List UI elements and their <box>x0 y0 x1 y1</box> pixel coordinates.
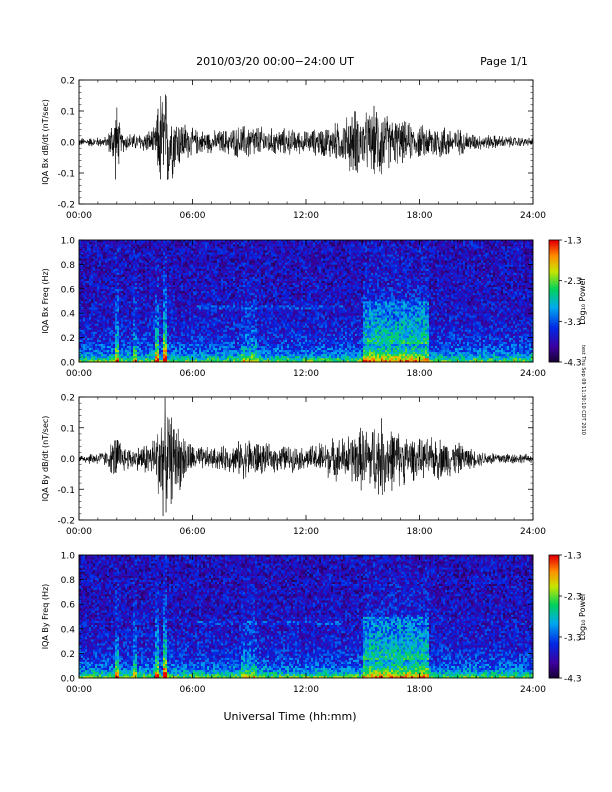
y-tick-label: 0.6 <box>61 285 76 295</box>
colorbar-tick-label: -1.3 <box>564 237 582 247</box>
colorbar-tick-label: -1.3 <box>564 552 582 562</box>
page-number: Page 1/1 <box>480 55 528 68</box>
x-tick-label: 24:00 <box>520 369 546 379</box>
panel-2: -1.3 -2.3 -3.3 -4.3 Log₁₀ Power 00:00 06:00 12:… <box>41 237 587 380</box>
x-tick-label: 06:00 <box>180 527 206 537</box>
y-tick-label: 0.1 <box>61 424 75 434</box>
colorbar-tick-label: -4.3 <box>564 675 582 685</box>
trace-line <box>79 397 533 517</box>
y-axis-label: IQA By dB/dt (nT/sec) <box>41 416 50 502</box>
y-axis-label: IQA Bx dB/dt (nT/sec) <box>41 99 50 185</box>
y-axis-label: IQA By Freq (Hz) <box>41 584 50 650</box>
y-tick-label: 0.2 <box>61 77 75 87</box>
y-tick-label: 0.0 <box>61 675 76 685</box>
y-tick-label: 0.2 <box>61 334 75 344</box>
colorbar: -1.3 -2.3 -3.3 -4.3 Log₁₀ Power <box>548 237 587 369</box>
x-tick-label: 00:00 <box>66 369 92 379</box>
x-tick-label: 18:00 <box>407 369 433 379</box>
colorbar-tick-label: -3.3 <box>564 634 582 644</box>
side-note: test Thu Sep 09 11:30:10 CDT 2010 <box>580 345 586 435</box>
x-tick-label: 18:00 <box>407 527 433 537</box>
x-tick-label: 00:00 <box>66 685 92 695</box>
y-tick-label: 0.0 <box>61 359 76 369</box>
x-tick-label: 24:00 <box>520 211 546 221</box>
y-tick-label: 0.2 <box>61 394 75 404</box>
x-tick-label: 00:00 <box>66 211 92 221</box>
x-tick-label: 18:00 <box>407 685 433 695</box>
colorbar-tick-label: -3.3 <box>564 318 582 328</box>
y-axis-label: IQA Bx Freq (Hz) <box>41 268 50 334</box>
x-axis-label: Universal Time (hh:mm) <box>224 710 357 723</box>
y-tick-label: -0.1 <box>57 486 75 496</box>
y-tick-label: 1.0 <box>61 552 76 562</box>
x-tick-label: 06:00 <box>180 369 206 379</box>
colorbar-tick-label: -4.3 <box>564 359 582 369</box>
colorbar-label: Log₁₀ Power <box>578 277 587 325</box>
colorbar-label: Log₁₀ Power <box>578 592 587 640</box>
y-tick-label: -0.2 <box>57 517 75 527</box>
x-tick-label: 24:00 <box>520 527 546 537</box>
trace-line <box>79 94 533 180</box>
x-tick-label: 00:00 <box>66 527 92 537</box>
y-tick-label: 0.4 <box>61 625 76 635</box>
y-tick-label: 0.0 <box>61 455 76 465</box>
spectrogram <box>79 240 534 363</box>
x-tick-label: 12:00 <box>293 369 319 379</box>
y-tick-label: 1.0 <box>61 237 76 247</box>
x-tick-label: 06:00 <box>180 211 206 221</box>
colorbar-tick-label: -2.3 <box>564 593 582 603</box>
y-tick-label: 0.6 <box>61 601 76 611</box>
y-tick-label: 0.1 <box>61 108 75 118</box>
y-tick-label: -0.1 <box>57 170 75 180</box>
panel-4: -1.3 -2.3 -3.3 -4.3 Log₁₀ Power 00:00 06:00 12:… <box>41 552 587 696</box>
x-tick-label: 12:00 <box>293 527 319 537</box>
y-tick-label: 0.8 <box>61 261 76 271</box>
panel-3: 00:00 06:00 12:00 18:00 24:00 -0.2 -0.1 0.0 0.1 0… <box>41 394 546 538</box>
y-tick-label: -0.2 <box>57 201 75 211</box>
colorbar-tick-label: -2.3 <box>564 277 582 287</box>
x-tick-label: 24:00 <box>520 685 546 695</box>
y-tick-label: 0.0 <box>61 139 76 149</box>
y-tick-label: 0.2 <box>61 650 75 660</box>
page-title: 2010/03/20 00:00−24:00 UT <box>196 55 354 68</box>
x-tick-label: 18:00 <box>407 211 433 221</box>
x-tick-label: 12:00 <box>293 211 319 221</box>
spectrogram <box>79 555 534 679</box>
colorbar: -1.3 -2.3 -3.3 -4.3 Log₁₀ Power <box>548 552 587 685</box>
x-tick-label: 06:00 <box>180 685 206 695</box>
y-tick-label: 0.4 <box>61 310 76 320</box>
x-tick-label: 12:00 <box>293 685 319 695</box>
y-tick-label: 0.8 <box>61 576 76 586</box>
panels: 00:00 06:00 12:00 18:00 24:00 -0.2 -0.1 0.0 0.1 0… <box>41 77 587 696</box>
panel-1: 00:00 06:00 12:00 18:00 24:00 -0.2 -0.1 0.0 0.1 0… <box>41 77 546 222</box>
